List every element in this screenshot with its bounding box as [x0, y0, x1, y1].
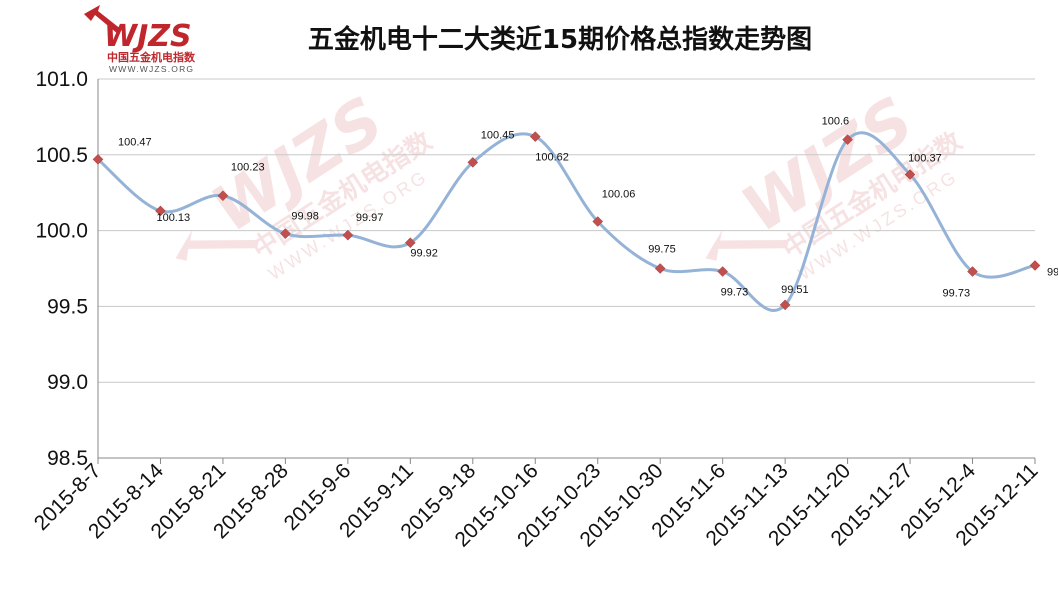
data-point [155, 205, 166, 217]
logo-url: WWW.WJZS.ORG [109, 64, 194, 74]
y-tick-label: 101.0 [35, 68, 88, 91]
data-point [342, 229, 354, 241]
data-label: 99.75 [648, 244, 676, 256]
y-tick-label: 100.5 [35, 144, 88, 167]
data-label: 99.51 [781, 284, 809, 296]
data-label: 99.97 [356, 212, 384, 224]
logo: WJZS 中国五金机电指数 WWW.WJZS.ORG [84, 5, 196, 74]
data-point [779, 299, 791, 311]
chart-title: 五金机电十二大类近15期价格总指数走势图 [308, 24, 812, 55]
data-label: 100.13 [156, 212, 190, 224]
logo-subtitle: 中国五金机电指数 [107, 50, 196, 64]
x-axis: 2015-8-72015-8-142015-8-212015-8-282015-… [30, 457, 1043, 551]
y-tick-label: 100.0 [35, 220, 88, 243]
y-axis: 98.5 99.0 99.5 100.0 100.5 101.0 [35, 68, 99, 470]
watermark-arrow-icon [705, 229, 789, 261]
data-point [1029, 260, 1041, 271]
data-point [842, 134, 853, 145]
data-label: 99.92 [410, 248, 438, 260]
series [92, 131, 1041, 312]
data-label: 100.45 [481, 129, 515, 141]
data-point [654, 263, 666, 274]
data-labels: 100.47 100.13 100.23 99.98 99.97 99.92 100.45 1… [118, 116, 1058, 300]
logo-arrow-icon [84, 5, 122, 34]
data-point [92, 153, 104, 165]
data-label: 100.06 [602, 189, 636, 201]
data-point [217, 190, 229, 202]
y-tick-label: 99.0 [47, 371, 88, 394]
data-label: 99.98 [291, 211, 319, 223]
data-label: 100.37 [908, 153, 942, 165]
y-tick-label: 98.5 [47, 447, 88, 470]
watermark-right: WJZS 中国五金机电指数 WWW.WJZS.ORG [705, 84, 968, 284]
logo-brand: WJZS [104, 19, 192, 54]
data-point [592, 216, 604, 227]
data-label: 99.73 [721, 287, 749, 299]
data-label: 100.62 [535, 152, 569, 164]
data-point [967, 266, 978, 277]
data-label: 100.47 [118, 136, 152, 148]
data-point [404, 237, 416, 249]
data-point [717, 266, 729, 277]
y-tick-label: 99.5 [47, 295, 88, 318]
grid-lines [98, 78, 1035, 383]
data-label: 100.6 [822, 116, 850, 128]
watermark-arrow-icon [175, 229, 259, 261]
data-point [280, 228, 291, 239]
data-label: 100.23 [231, 162, 265, 174]
data-point [529, 131, 541, 142]
data-label: 99.77 [1047, 266, 1058, 278]
data-point [467, 157, 479, 168]
watermark-left: WJZS 中国五金机电指数 WWW.WJZS.ORG [175, 84, 438, 284]
data-point [904, 169, 916, 180]
series-line [97, 131, 1036, 312]
data-label: 99.73 [943, 288, 971, 300]
